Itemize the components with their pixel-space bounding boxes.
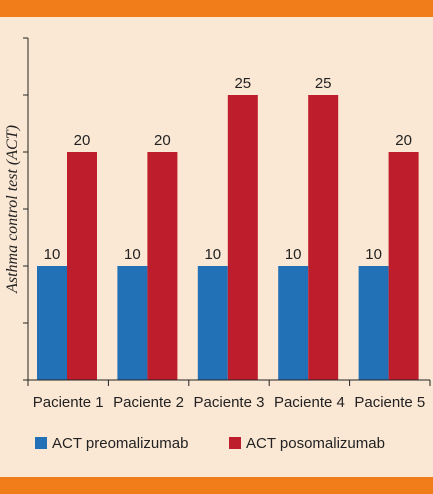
bar bbox=[308, 95, 339, 380]
bottom-orange-band bbox=[0, 477, 433, 494]
data-label: 20 bbox=[74, 132, 91, 149]
x-tick-label: Paciente 1 bbox=[33, 394, 104, 411]
bar bbox=[67, 152, 97, 380]
data-label: 10 bbox=[124, 246, 141, 263]
legend: ACT preomalizumab ACT posomalizumab bbox=[35, 435, 385, 452]
bars-layer bbox=[37, 95, 419, 380]
data-label: 20 bbox=[154, 132, 171, 149]
axes-layer bbox=[23, 37, 431, 386]
bar bbox=[37, 266, 67, 380]
data-label: 10 bbox=[285, 246, 302, 263]
x-tick-label: Paciente 2 bbox=[113, 394, 184, 411]
bar bbox=[197, 266, 228, 380]
bar bbox=[117, 266, 148, 380]
x-tick-label: Paciente 4 bbox=[274, 394, 345, 411]
x-tick-labels-layer: Paciente 1 Paciente 2 Paciente 3 Paciente 4… bbox=[33, 394, 425, 411]
y-axis-label: Asthma control test (ACT) bbox=[4, 125, 21, 294]
data-label: 10 bbox=[204, 246, 221, 263]
legend-label: ACT posomalizumab bbox=[246, 435, 385, 452]
data-label: 25 bbox=[234, 75, 251, 92]
bar bbox=[147, 152, 178, 380]
top-orange-band bbox=[0, 0, 433, 17]
x-tick-label: Paciente 3 bbox=[194, 394, 265, 411]
legend-label: ACT preomalizumab bbox=[52, 435, 188, 452]
bar bbox=[227, 95, 258, 380]
legend-swatch bbox=[35, 437, 47, 449]
data-label: 20 bbox=[395, 132, 412, 149]
x-tick-label: Paciente 5 bbox=[354, 394, 425, 411]
data-label: 25 bbox=[315, 75, 332, 92]
data-labels-layer: 10 20 10 20 10 25 10 25 10 20 bbox=[44, 75, 412, 263]
legend-swatch bbox=[229, 437, 241, 449]
data-label: 10 bbox=[365, 246, 382, 263]
data-label: 10 bbox=[44, 246, 61, 263]
bar bbox=[388, 152, 419, 380]
bar bbox=[278, 266, 309, 380]
bar bbox=[358, 266, 389, 380]
